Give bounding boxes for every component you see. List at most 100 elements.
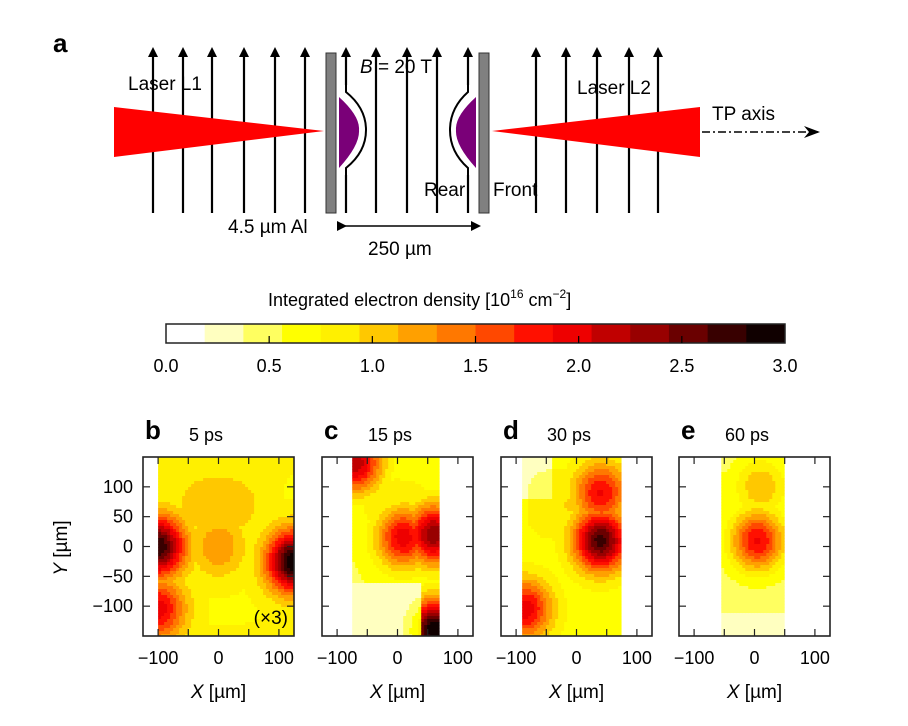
heatmap-cell xyxy=(173,598,177,602)
heatmap-cell xyxy=(531,508,535,512)
heatmap-cell xyxy=(355,571,359,575)
heatmap-cell xyxy=(394,499,398,503)
heatmap-cell xyxy=(278,556,282,560)
heatmap-cell xyxy=(173,547,177,551)
heatmap-cell xyxy=(245,505,249,509)
heatmap-cell xyxy=(427,478,431,482)
heatmap-cell xyxy=(275,466,279,470)
heatmap-cell xyxy=(364,598,368,602)
heatmap-cell xyxy=(385,457,389,461)
heatmap-cell xyxy=(281,604,285,608)
heatmap-cell xyxy=(403,466,407,470)
heatmap-cell xyxy=(212,556,216,560)
heatmap-cell xyxy=(245,457,249,461)
heatmap-cell xyxy=(436,544,440,548)
heatmap-cell xyxy=(403,592,407,596)
heatmap-cell xyxy=(266,595,270,599)
heatmap-cell xyxy=(212,616,216,620)
heatmap-cell xyxy=(525,616,529,620)
heatmap-cell xyxy=(158,529,162,533)
heatmap-cell xyxy=(224,481,228,485)
heatmap-cell xyxy=(427,622,431,626)
heatmap-cell xyxy=(269,463,273,467)
heatmap-cell xyxy=(260,625,264,629)
heatmap-cell xyxy=(218,505,222,509)
heatmap-cell xyxy=(406,607,410,611)
heatmap-cell xyxy=(158,541,162,545)
heatmap-cell xyxy=(272,529,276,533)
heatmap-cell xyxy=(385,529,389,533)
heatmap-cell xyxy=(227,595,231,599)
heatmap-cell xyxy=(370,568,374,572)
heatmap-cell xyxy=(161,511,165,515)
heatmap-cell xyxy=(403,499,407,503)
heatmap-cell xyxy=(218,634,222,636)
heatmap-cell xyxy=(170,532,174,536)
heatmap-cell xyxy=(403,589,407,593)
heatmap-cell xyxy=(278,520,282,524)
heatmap-cell xyxy=(164,631,168,635)
heatmap-cell xyxy=(406,616,410,620)
heatmap-cell xyxy=(370,619,374,623)
heatmap-cell xyxy=(385,535,389,539)
heatmap-cell xyxy=(179,499,183,503)
heatmap-cell xyxy=(290,529,294,533)
heatmap-cell xyxy=(433,622,437,626)
heatmap-cell xyxy=(394,478,398,482)
heatmap-cell xyxy=(284,481,288,485)
heatmap-cell xyxy=(525,484,529,488)
heatmap-cell xyxy=(260,562,264,566)
heatmap-cell xyxy=(391,622,395,626)
heatmap-cell xyxy=(421,619,425,623)
heatmap-cell xyxy=(167,544,171,548)
heatmap-cell xyxy=(352,484,356,488)
heatmap-cell xyxy=(412,517,416,521)
heatmap-cell xyxy=(176,469,180,473)
heatmap-cell xyxy=(400,619,404,623)
heatmap-cell xyxy=(272,499,276,503)
heatmap-cell xyxy=(275,502,279,506)
heatmap-cell xyxy=(215,520,219,524)
heatmap-cell xyxy=(412,466,416,470)
heatmap-cell xyxy=(385,604,389,608)
heatmap-cell xyxy=(415,520,419,524)
heatmap-cell xyxy=(436,598,440,602)
heatmap-cell xyxy=(206,511,210,515)
heatmap-cell xyxy=(537,526,541,530)
heatmap-cell xyxy=(406,550,410,554)
heatmap-cell xyxy=(164,487,168,491)
heatmap-cell xyxy=(290,502,294,506)
heatmap-cell xyxy=(233,607,237,611)
heatmap-cell xyxy=(394,601,398,605)
heatmap-cell xyxy=(278,586,282,590)
heatmap-cell xyxy=(379,481,383,485)
heatmap-cell xyxy=(230,592,234,596)
heatmap-cell xyxy=(167,625,171,629)
heatmap-cell xyxy=(358,559,362,563)
heatmap-cell xyxy=(406,529,410,533)
heatmap-cell xyxy=(248,559,252,563)
colorbar-level xyxy=(320,324,360,343)
heatmap-cell xyxy=(352,616,356,620)
heatmap-cell xyxy=(164,544,168,548)
heatmap-cell xyxy=(406,535,410,539)
heatmap-cell xyxy=(185,553,189,557)
heatmap-cell xyxy=(158,532,162,536)
heatmap-cell xyxy=(436,505,440,509)
heatmap-cell xyxy=(388,535,392,539)
colorbar-level xyxy=(204,324,244,343)
heatmap-cell xyxy=(161,553,165,557)
heatmap-cell xyxy=(212,628,216,632)
heatmap-cell xyxy=(239,457,243,461)
heatmap-cell xyxy=(236,511,240,515)
heatmap-cell xyxy=(534,520,538,524)
heatmap-cell xyxy=(284,628,288,632)
heatmap-cell xyxy=(534,556,538,560)
heatmap-cell xyxy=(194,478,198,482)
heatmap-cell xyxy=(215,580,219,584)
heatmap-cell xyxy=(236,490,240,494)
heatmap-cell xyxy=(245,586,249,590)
heatmap-cell xyxy=(206,604,210,608)
heatmap-cell xyxy=(245,559,249,563)
heatmap-cell xyxy=(394,484,398,488)
